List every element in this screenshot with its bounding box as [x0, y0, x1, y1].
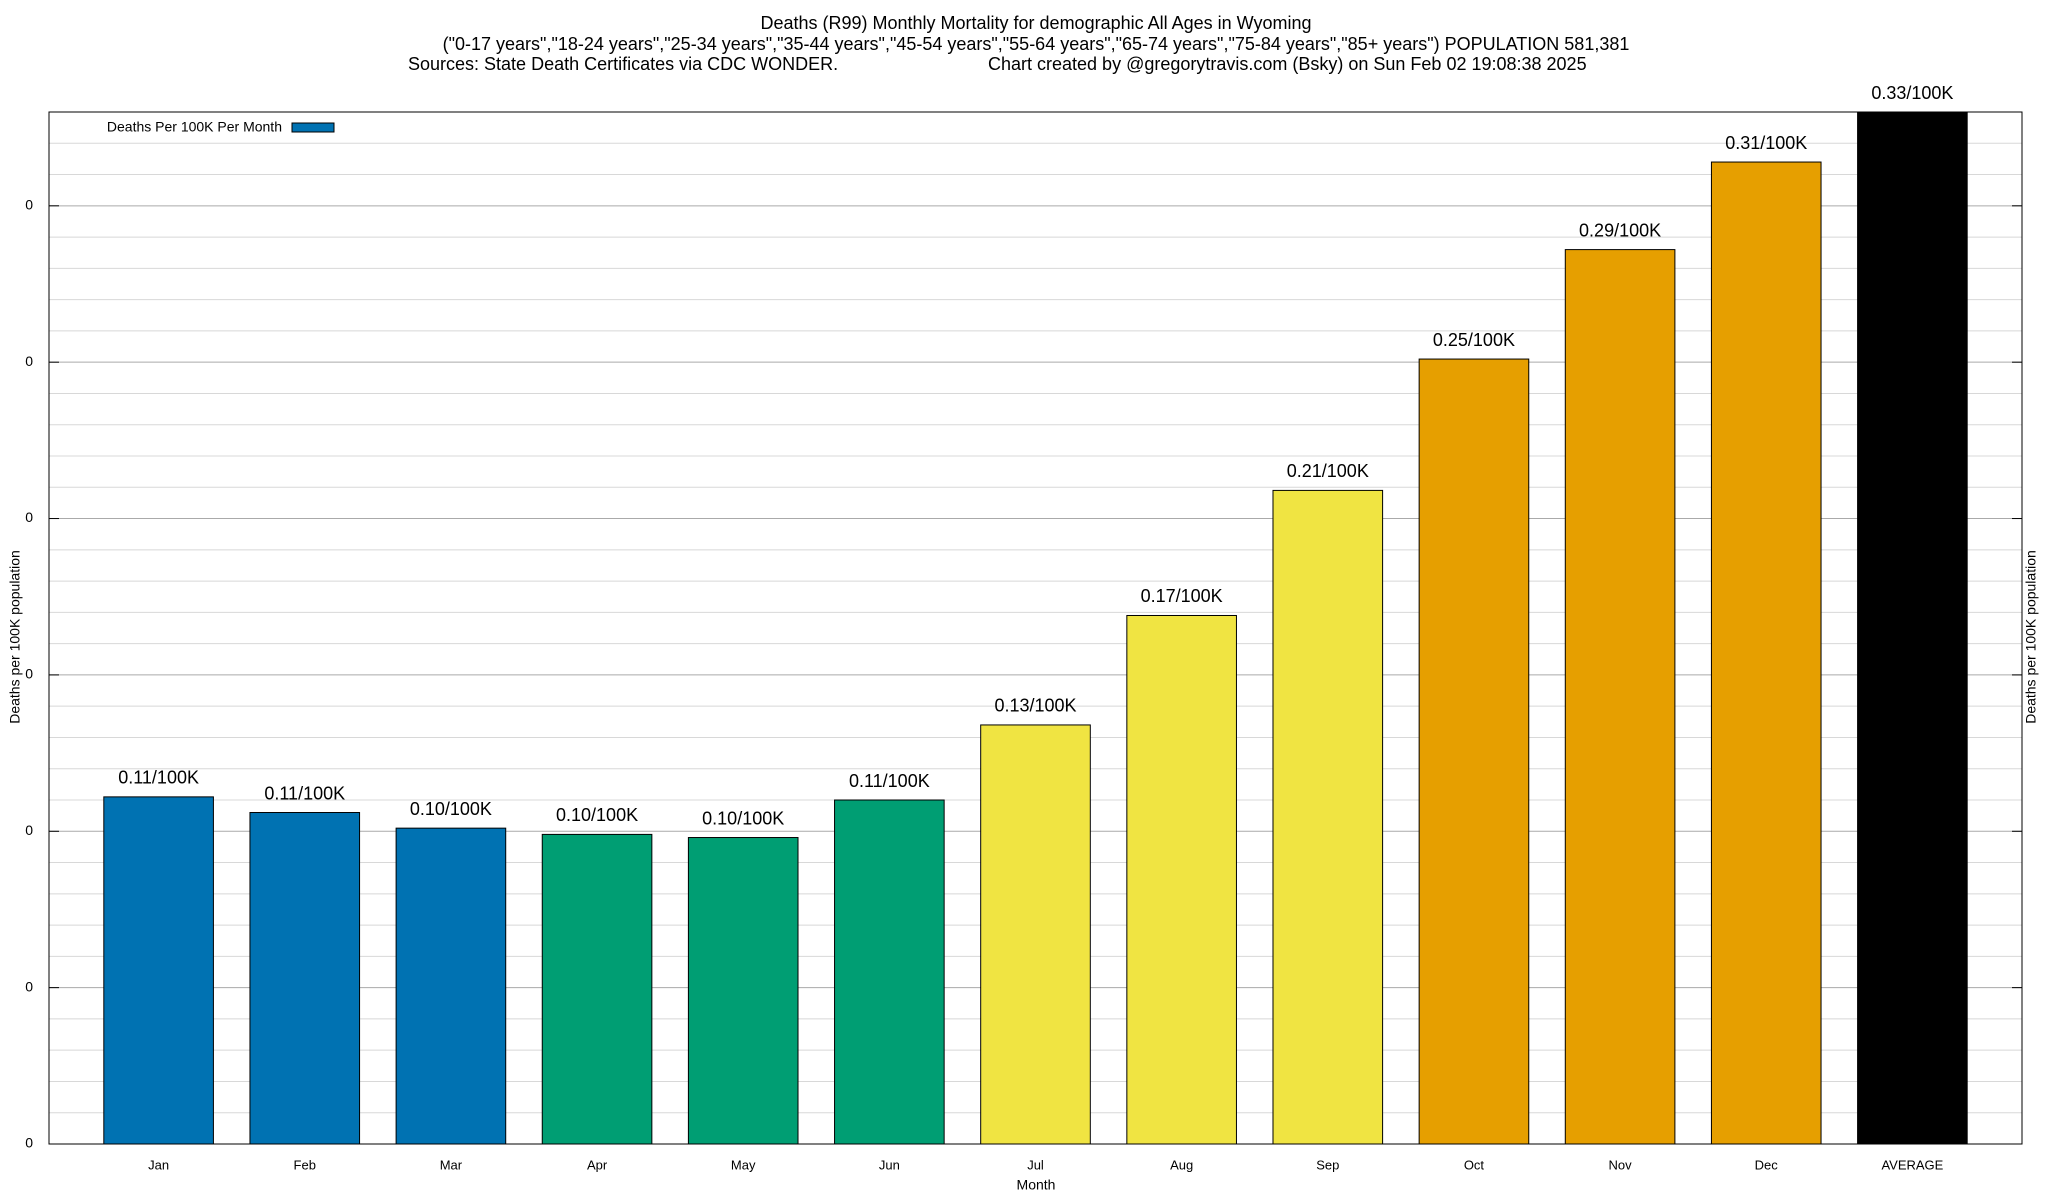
- data-label: 0.33/100K: [1871, 83, 1953, 103]
- x-tick-label: May: [731, 1157, 756, 1172]
- x-tick-label: Jan: [148, 1157, 169, 1172]
- bar: [1710, 161, 1822, 1145]
- bar: [834, 799, 945, 1145]
- sources: Sources: State Death Certificates via CD…: [408, 54, 838, 74]
- x-tick-label: Aug: [1170, 1157, 1193, 1172]
- y-axis-label: Deaths per 100K population: [7, 550, 23, 724]
- bar: [1126, 614, 1237, 1145]
- chart-title: Deaths (R99) Monthly Mortality for demog…: [760, 13, 1311, 33]
- y-tick-label: 0: [25, 197, 33, 213]
- data-label: 0.10/100K: [410, 799, 492, 819]
- data-label: 0.17/100K: [1141, 586, 1223, 606]
- bar: [103, 796, 214, 1145]
- y-tick-label: 0: [25, 666, 33, 682]
- bar: [541, 833, 653, 1145]
- data-label: 0.25/100K: [1433, 330, 1515, 350]
- y2-axis-label: Deaths per 100K population: [2023, 550, 2039, 724]
- x-tick-label: AVERAGE: [1881, 1157, 1943, 1172]
- y-tick-label: 0: [25, 1135, 33, 1151]
- x-axis-label: Month: [1017, 1177, 1056, 1193]
- x-tick-label: Dec: [1755, 1157, 1779, 1172]
- bar: [687, 837, 799, 1145]
- x-tick-label: Oct: [1464, 1157, 1485, 1172]
- bar: [395, 827, 507, 1145]
- x-tick-label: Feb: [294, 1157, 316, 1172]
- chart-subtitle: ("0-17 years","18-24 years","25-34 years…: [443, 34, 1630, 54]
- x-tick-label: Apr: [587, 1157, 608, 1172]
- data-label: 0.11/100K: [118, 768, 199, 788]
- y-tick-label: 0: [25, 978, 33, 994]
- x-tick-label: Sep: [1316, 1157, 1339, 1172]
- x-tick-label: Nov: [1609, 1157, 1633, 1172]
- data-label: 0.29/100K: [1579, 220, 1661, 240]
- data-label: 0.10/100K: [556, 805, 638, 825]
- legend-swatch: [291, 122, 335, 133]
- data-label: 0.11/100K: [849, 771, 930, 791]
- credit: Chart created by @gregorytravis.com (Bsk…: [988, 54, 1587, 74]
- bar: [1564, 249, 1676, 1145]
- data-label: 0.13/100K: [994, 696, 1076, 716]
- plot-frame: [48, 111, 2023, 1145]
- x-tick-label: Mar: [440, 1157, 463, 1172]
- bar: [1272, 489, 1384, 1145]
- legend-label: Deaths Per 100K Per Month: [107, 119, 282, 135]
- data-label: 0.21/100K: [1287, 461, 1369, 481]
- x-tick-label: Jul: [1027, 1157, 1044, 1172]
- bar: [1418, 358, 1530, 1145]
- data-label: 0.31/100K: [1725, 133, 1807, 153]
- y-tick-label: 0: [25, 822, 33, 838]
- y-tick-label: 0: [25, 509, 33, 525]
- y-tick-label: 0: [25, 353, 33, 369]
- bar: [1857, 111, 1968, 1145]
- bar: [249, 812, 361, 1145]
- data-label: 0.10/100K: [702, 808, 784, 828]
- bar: [980, 724, 1091, 1145]
- x-tick-label: Jun: [879, 1157, 900, 1172]
- data-label: 0.11/100K: [264, 783, 345, 803]
